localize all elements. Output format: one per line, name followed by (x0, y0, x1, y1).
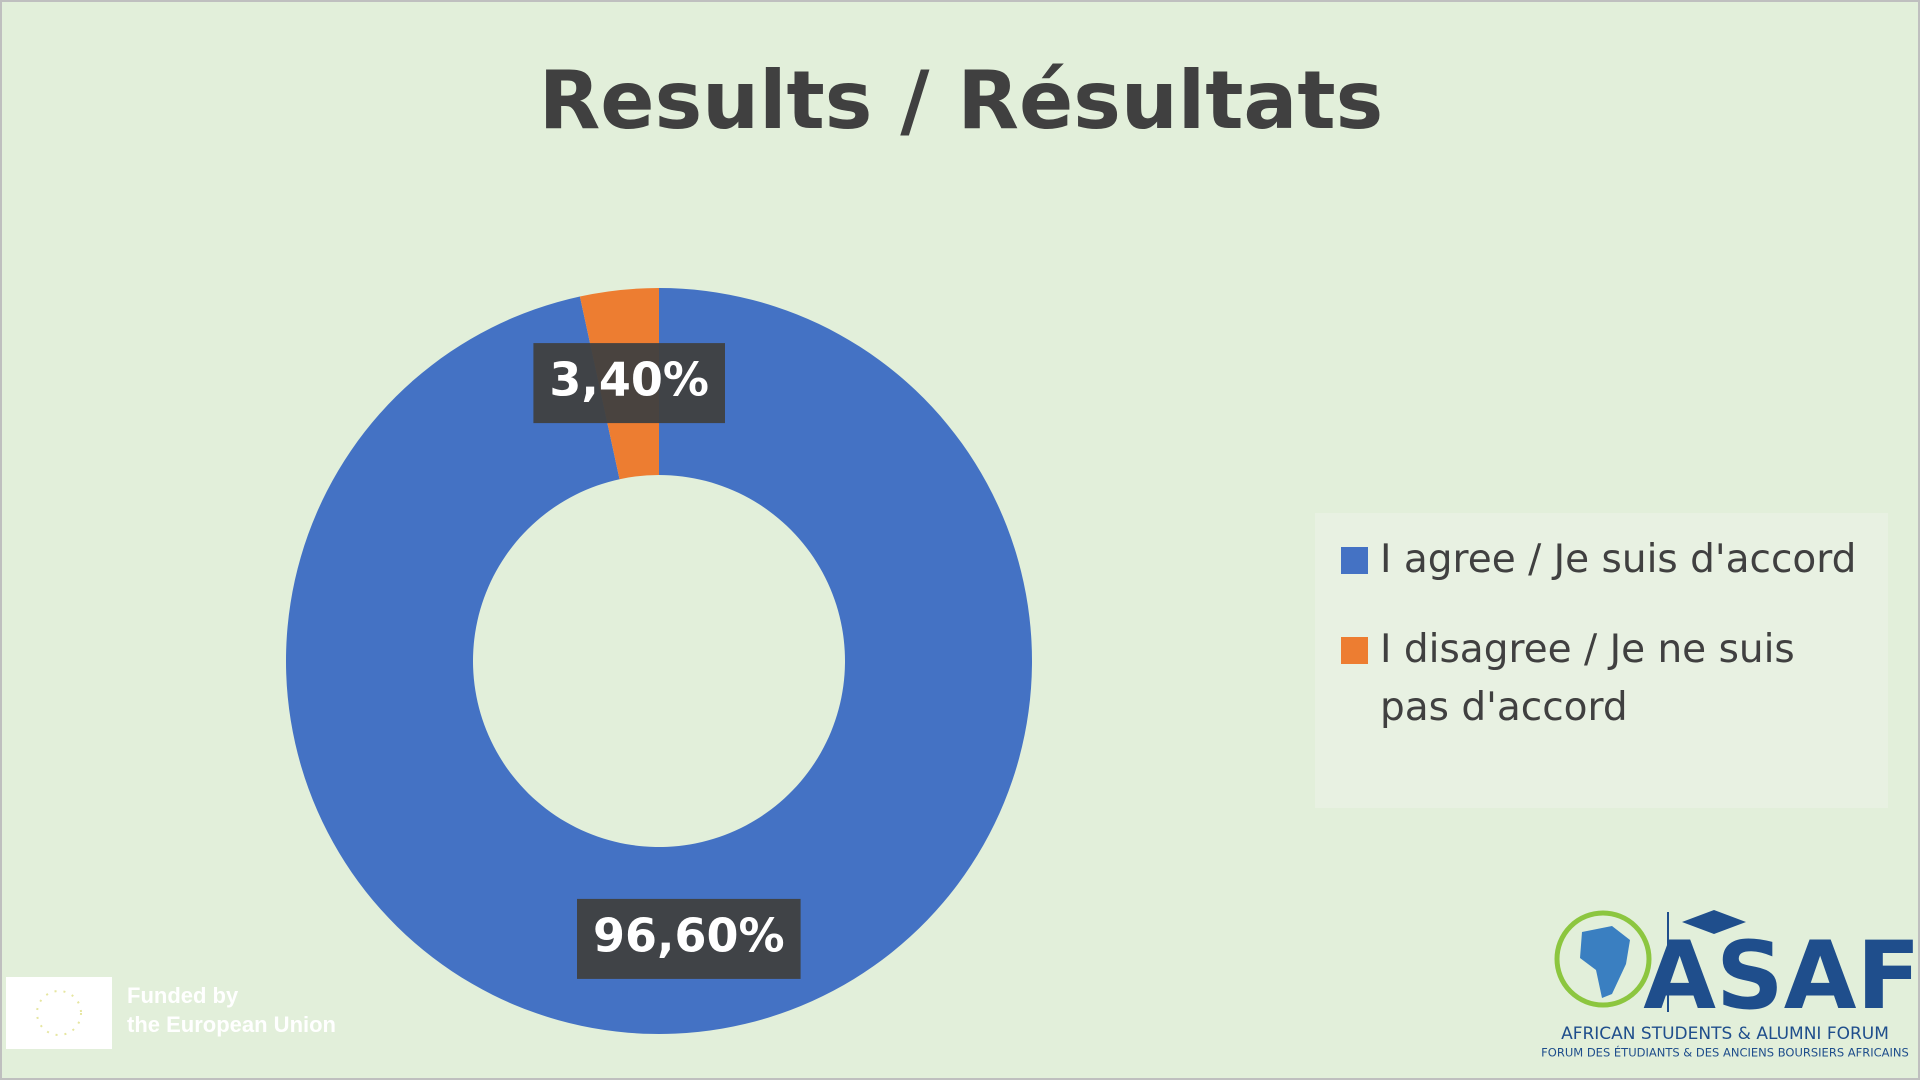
legend: I agree / Je suis d'accord I disagree / J… (1315, 513, 1888, 808)
eu-stars (36, 990, 82, 1036)
logo-ring (1554, 910, 1652, 1008)
legend-label: I disagree / Je ne suis pas d'accord (1380, 627, 1795, 730)
funding-text: Funded by (127, 983, 239, 1008)
logo-line: AFRICAN STUDENTS & ALUMNI FORUM (1561, 1024, 1889, 1044)
data-label: 96,60% (593, 908, 785, 962)
logo-africa (1580, 926, 1630, 998)
data-label: 3,40% (549, 353, 709, 407)
funding: Funded by the European Union (6, 977, 336, 1049)
logo-cap (1682, 910, 1746, 934)
legend-swatch (1341, 547, 1368, 574)
donut-slice (286, 288, 1033, 1034)
logo: ASAF AFRICAN STUDENTS & ALUMNI FORUM FOR… (1541, 910, 1918, 1060)
legend-item: I disagree / Je ne suis pas d'accord (1335, 621, 1868, 737)
legend-label: I agree / Je suis d'accord (1380, 537, 1857, 582)
funding-text: the European Union (127, 1012, 336, 1037)
legend-swatch (1341, 637, 1368, 664)
logo-line: FORUM DES ÉTUDIANTS & DES ANCIENS BOURSI… (1541, 1045, 1909, 1060)
eu-flag (6, 977, 112, 1049)
data-label-box (533, 343, 725, 424)
chart-title: Results / Résultats (539, 54, 1384, 147)
legend-item: I agree / Je suis d'accord (1335, 531, 1868, 589)
data-label-box (577, 898, 801, 979)
logo-name: ASAF (1643, 922, 1918, 1031)
